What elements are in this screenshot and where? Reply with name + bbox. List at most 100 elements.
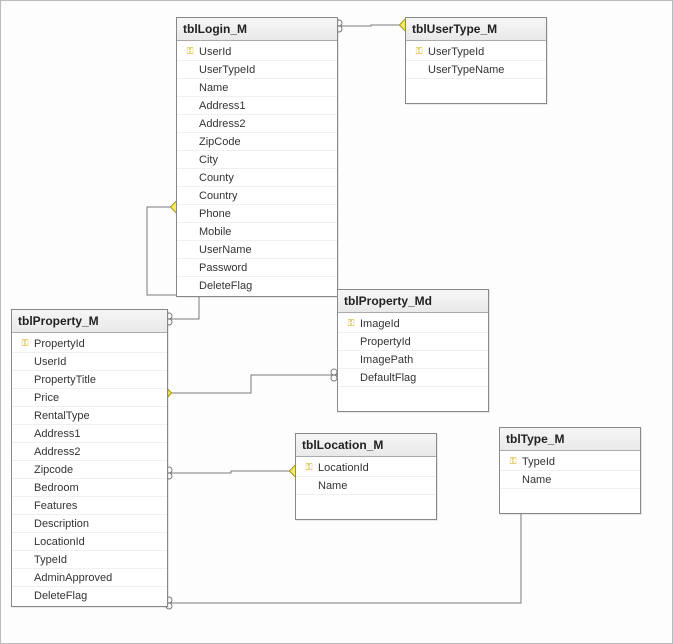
column-row[interactable]: ⚿ImageId [338,315,488,333]
column-name: Address2 [32,446,80,458]
column-row[interactable]: AdminApproved [12,569,167,587]
table-body: ⚿ImageIdPropertyId ImagePath DefaultFlag [338,313,488,411]
column-row[interactable]: ⚿UserTypeId [406,43,546,61]
column-name: AdminApproved [32,572,112,584]
column-row[interactable]: LocationId [12,533,167,551]
column-name: Address1 [32,428,80,440]
column-row[interactable]: Address2 [12,443,167,461]
column-name: DefaultFlag [358,372,416,384]
column-name: Price [32,392,59,404]
table-tblLocation_M[interactable]: tblLocation_M⚿LocationIdName [295,433,437,520]
column-row[interactable]: Address1 [177,97,337,115]
primary-key-icon: ⚿ [18,338,32,349]
column-name: RentalType [32,410,90,422]
column-row[interactable]: ⚿UserId [177,43,337,61]
table-body: ⚿PropertyId UserId PropertyTitle Price Renta… [12,333,167,606]
column-row[interactable]: Address2 [177,115,337,133]
column-row[interactable]: RentalType [12,407,167,425]
column-row[interactable]: ZipCode [177,133,337,151]
column-row[interactable]: City [177,151,337,169]
column-row[interactable]: UserId [12,353,167,371]
column-row[interactable]: Description [12,515,167,533]
column-row[interactable]: Country [177,187,337,205]
column-row[interactable]: PropertyTitle [12,371,167,389]
column-name: Address1 [197,100,245,112]
primary-key-icon: ⚿ [344,318,358,329]
column-row[interactable]: Price [12,389,167,407]
column-name: DeleteFlag [197,280,252,292]
column-row[interactable]: UserTypeId [177,61,337,79]
primary-key-icon: ⚿ [506,456,520,467]
relationship-line [336,25,405,26]
primary-key-icon: ⚿ [302,462,316,473]
table-title: tblProperty_Md [338,290,488,313]
column-name: TypeId [520,456,555,468]
column-row[interactable]: ⚿LocationId [296,459,436,477]
column-name: Description [32,518,89,530]
column-name: PropertyTitle [32,374,96,386]
blank-row [296,495,436,517]
table-title: tblProperty_M [12,310,167,333]
relationship-line [166,375,337,393]
column-name: Phone [197,208,231,220]
column-name: LocationId [316,462,369,474]
column-row[interactable]: DeleteFlag [177,277,337,294]
table-title: tblUserType_M [406,18,546,41]
column-row[interactable]: DeleteFlag [12,587,167,604]
column-row[interactable]: Address1 [12,425,167,443]
table-body: ⚿UserTypeId UserTypeName [406,41,546,103]
column-row[interactable]: Phone [177,205,337,223]
column-row[interactable]: Bedroom [12,479,167,497]
blank-row [338,387,488,409]
column-name: TypeId [32,554,67,566]
column-row[interactable]: UserName [177,241,337,259]
table-body: ⚿UserId UserTypeId Name Address1 Address2 Zip… [177,41,337,296]
column-name: Country [197,190,238,202]
column-name: City [197,154,218,166]
column-name: ImagePath [358,354,413,366]
column-row[interactable]: Name [177,79,337,97]
column-name: Name [197,82,228,94]
column-row[interactable]: PropertyId [338,333,488,351]
column-name: DeleteFlag [32,590,87,602]
column-name: UserTypeName [426,64,504,76]
column-row[interactable]: Name [296,477,436,495]
table-title: tblLogin_M [177,18,337,41]
column-row[interactable]: Zipcode [12,461,167,479]
column-name: ZipCode [197,136,241,148]
table-tblProperty_Md[interactable]: tblProperty_Md ⚿ImageIdPropertyId ImagePat… [337,289,489,412]
column-row[interactable]: ImagePath [338,351,488,369]
table-tblLogin_M[interactable]: tblLogin_M ⚿UserId UserTypeId Name Address1 A… [176,17,338,297]
column-name: PropertyId [32,338,85,350]
column-row[interactable]: Password [177,259,337,277]
column-name: Address2 [197,118,245,130]
erd-canvas: { "diagram": { "type": "network", "backg… [0,0,673,644]
table-title: tblType_M [500,428,640,451]
table-tblProperty_M[interactable]: tblProperty_M ⚿PropertyId UserId PropertyTi… [11,309,168,607]
table-title: tblLocation_M [296,434,436,457]
table-tblUserType_M[interactable]: tblUserType_M ⚿UserTypeId UserTypeName [405,17,547,104]
column-name: UserName [197,244,252,256]
column-name: Features [32,500,77,512]
column-row[interactable]: ⚿PropertyId [12,335,167,353]
column-row[interactable]: UserTypeName [406,61,546,79]
column-name: LocationId [32,536,85,548]
column-row[interactable]: Features [12,497,167,515]
column-name: Bedroom [32,482,79,494]
column-row[interactable]: TypeId [12,551,167,569]
table-tblType_M[interactable]: tblType_M⚿TypeIdName [499,427,641,514]
column-name: UserTypeId [426,46,484,58]
primary-key-icon: ⚿ [412,46,426,57]
column-name: UserTypeId [197,64,255,76]
blank-row [406,79,546,101]
relationship-line [166,471,295,473]
blank-row [500,489,640,511]
column-row[interactable]: County [177,169,337,187]
table-body: ⚿TypeIdName [500,451,640,513]
column-row[interactable]: Name [500,471,640,489]
column-row[interactable]: Mobile [177,223,337,241]
column-name: Password [197,262,247,274]
column-row[interactable]: ⚿TypeId [500,453,640,471]
column-name: UserId [32,356,66,368]
column-row[interactable]: DefaultFlag [338,369,488,387]
